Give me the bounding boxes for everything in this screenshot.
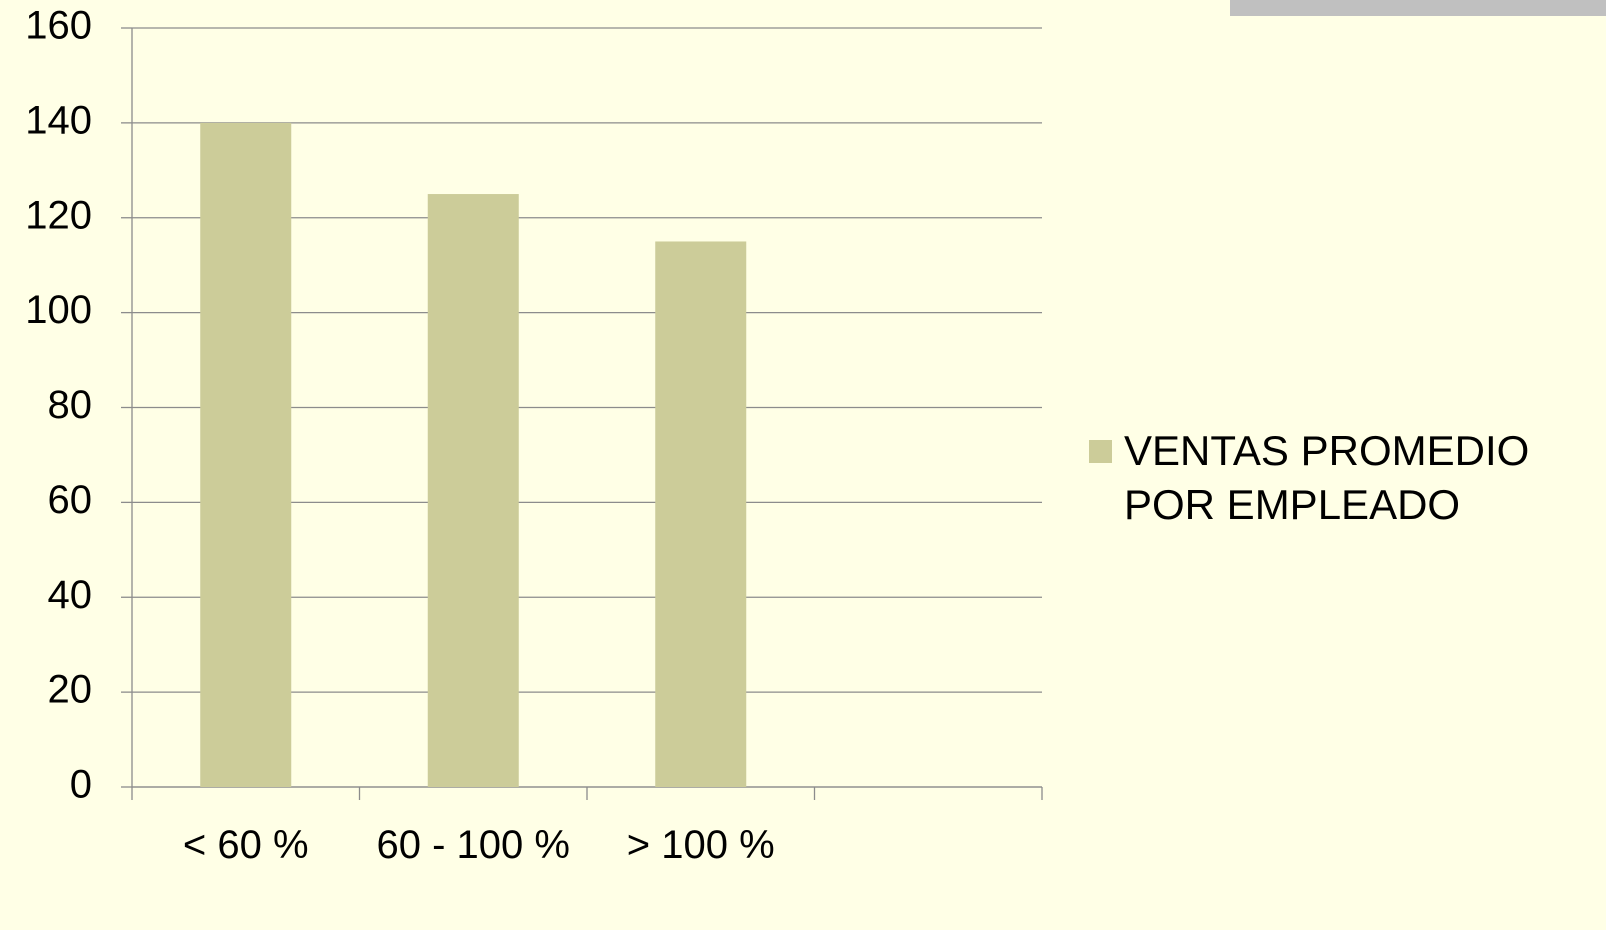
y-tick-label: 100 bbox=[25, 288, 92, 332]
bar bbox=[427, 194, 519, 787]
y-tick-label: 140 bbox=[25, 98, 92, 142]
legend-label: VENTAS PROMEDIO POR EMPLEADO bbox=[1124, 427, 1530, 528]
y-tick-label: 20 bbox=[48, 668, 93, 712]
x-tick-label-box: < 60 % bbox=[182, 823, 309, 867]
header-strip bbox=[1230, 0, 1606, 16]
y-tick-label: 80 bbox=[48, 383, 93, 427]
x-tick-label: > 100 % bbox=[626, 823, 775, 867]
bar bbox=[655, 241, 747, 787]
x-tick-label: < 60 % bbox=[182, 823, 309, 867]
x-tick-label-box: > 100 % bbox=[626, 823, 775, 867]
y-tick-label: 40 bbox=[48, 573, 93, 617]
legend-swatch bbox=[1089, 440, 1112, 463]
bar bbox=[200, 122, 292, 787]
x-tick-label: 60 - 100 % bbox=[376, 823, 570, 867]
y-tick-label: 0 bbox=[70, 763, 92, 807]
y-tick-label: 160 bbox=[25, 4, 92, 48]
y-tick-label: 120 bbox=[25, 193, 92, 237]
x-tick-label-box: 60 - 100 % bbox=[376, 823, 570, 867]
y-tick-label: 60 bbox=[48, 478, 93, 522]
legend-label-box: VENTAS PROMEDIO POR EMPLEADO bbox=[1124, 427, 1530, 528]
